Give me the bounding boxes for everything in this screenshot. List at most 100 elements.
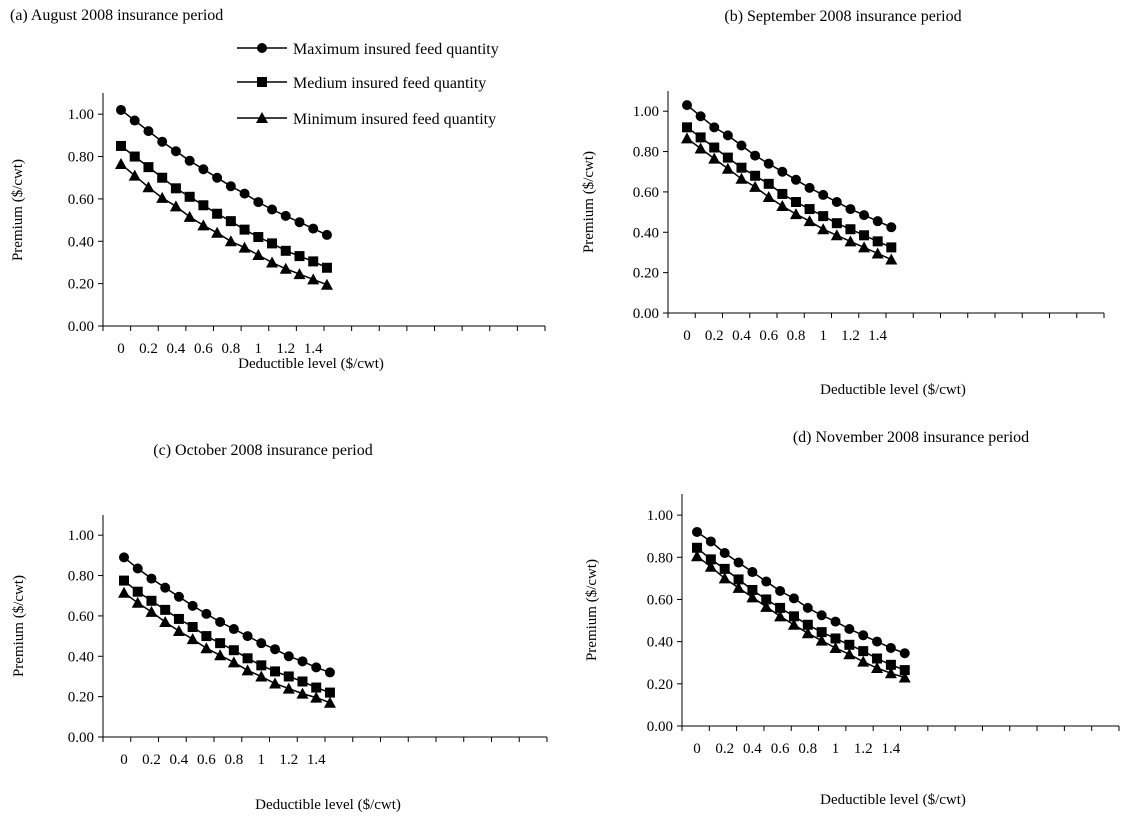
data-point	[128, 169, 141, 181]
series-triangle	[681, 132, 898, 265]
data-point	[160, 582, 171, 593]
data-point	[719, 548, 730, 559]
data-point	[844, 639, 855, 650]
data-point	[818, 211, 829, 222]
x-tick-label: 0.2	[715, 741, 734, 757]
data-point	[858, 646, 869, 657]
series-square	[692, 542, 910, 676]
data-point	[269, 677, 282, 689]
data-point	[682, 100, 692, 111]
data-point	[280, 210, 291, 221]
y-tick-label: 0.00	[633, 306, 659, 322]
series-circle	[682, 100, 897, 233]
y-tick-label: 0.40	[647, 635, 673, 651]
data-point	[830, 616, 841, 627]
y-axis-label: Premium ($/cwt)	[10, 159, 26, 261]
data-point	[242, 653, 253, 664]
x-tick-label: 0	[117, 341, 125, 357]
data-point	[763, 178, 774, 189]
data-point	[831, 218, 842, 229]
data-point	[224, 235, 237, 247]
data-point	[228, 624, 239, 635]
data-point	[280, 245, 291, 256]
data-point	[294, 217, 305, 228]
data-point	[253, 197, 264, 208]
data-point	[817, 223, 830, 235]
data-point	[831, 197, 842, 207]
y-tick-label: 0.00	[647, 719, 673, 735]
x-tick-label: 0.4	[743, 741, 762, 757]
x-tick-label: 1	[832, 741, 840, 757]
data-point	[761, 594, 772, 605]
data-point	[297, 676, 308, 687]
data-point	[215, 638, 226, 649]
data-point	[266, 256, 279, 268]
x-tick-label: 1	[255, 341, 263, 357]
data-point	[142, 181, 155, 193]
data-point	[228, 645, 239, 656]
y-tick-label: 1.00	[68, 528, 94, 544]
x-tick-label: 0	[693, 741, 701, 757]
x-tick-label: 0.8	[224, 752, 243, 768]
data-point	[310, 691, 323, 703]
data-point	[777, 188, 788, 199]
data-point	[898, 671, 911, 683]
data-point	[788, 611, 799, 622]
data-point	[197, 219, 210, 231]
data-point	[145, 605, 158, 617]
y-tick-label: 0.20	[68, 277, 94, 293]
series-line	[686, 104, 892, 228]
data-point	[760, 600, 773, 612]
chart-panel: (d) November 2008 insurance period 0.00 0.…	[584, 429, 1120, 808]
data-point	[859, 210, 870, 221]
series-line	[696, 531, 906, 654]
x-tick-label: 1	[258, 752, 266, 768]
data-point	[721, 162, 734, 174]
data-point	[704, 560, 717, 572]
data-point	[692, 542, 702, 553]
data-point	[886, 242, 897, 253]
y-tick-label: 0.20	[68, 690, 94, 706]
data-point	[267, 238, 278, 249]
data-point	[308, 223, 319, 234]
data-point	[132, 563, 143, 574]
data-point	[239, 224, 250, 235]
data-point	[160, 604, 171, 615]
data-point	[818, 189, 829, 200]
data-point	[311, 662, 322, 673]
x-axis-label: Deductible level ($/cwt)	[820, 382, 966, 398]
data-point	[695, 132, 706, 143]
data-point	[872, 236, 883, 247]
data-point	[872, 653, 883, 664]
series-line	[123, 556, 331, 674]
legend-label: Minimum insured feed quantity	[293, 111, 496, 128]
data-point	[777, 166, 788, 177]
data-point	[116, 140, 126, 151]
data-point	[239, 188, 250, 199]
legend-marker	[257, 43, 267, 53]
data-point	[212, 208, 223, 219]
data-point	[845, 204, 856, 215]
data-point	[789, 208, 802, 220]
series-triangle	[115, 157, 333, 290]
y-tick-label: 1.00	[68, 107, 94, 123]
data-point	[255, 670, 268, 682]
data-point	[750, 150, 761, 161]
data-point	[722, 130, 733, 141]
data-point	[733, 574, 744, 585]
data-point	[804, 204, 815, 215]
data-point	[173, 613, 184, 624]
data-point	[692, 526, 702, 537]
data-point	[859, 230, 870, 241]
data-point	[705, 536, 716, 547]
data-point	[899, 648, 910, 659]
data-point	[857, 655, 870, 667]
data-point	[184, 155, 195, 166]
data-point	[871, 247, 884, 259]
legend-label: Maximum insured feed quantity	[293, 41, 499, 58]
data-point	[802, 619, 813, 630]
data-point	[830, 229, 843, 241]
data-point	[184, 191, 195, 202]
data-point	[749, 180, 762, 192]
